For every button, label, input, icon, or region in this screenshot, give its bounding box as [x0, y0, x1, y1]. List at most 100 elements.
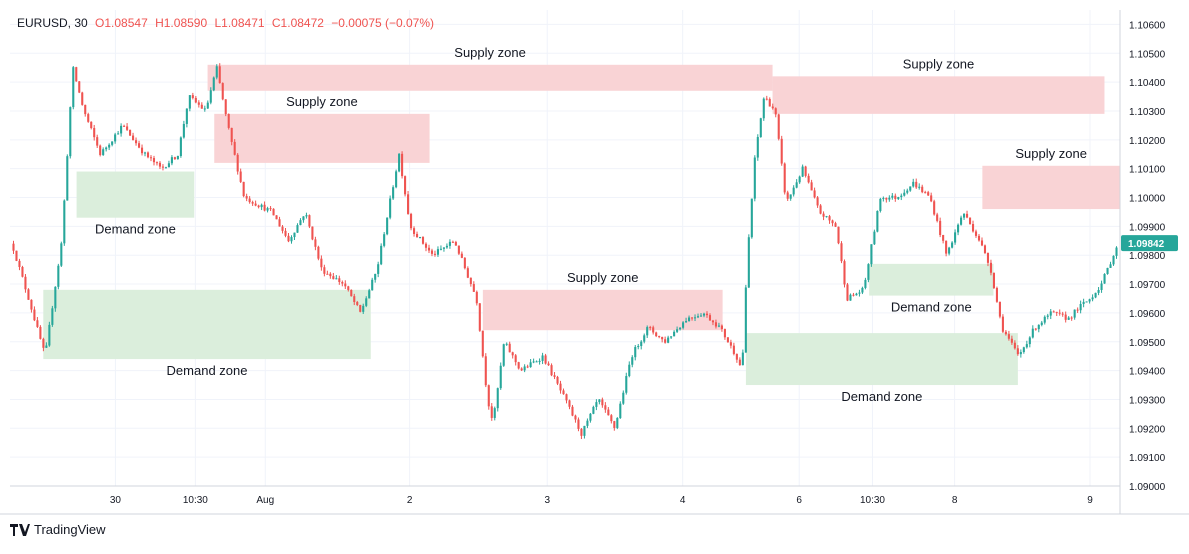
candle-body [299, 220, 302, 226]
supply-zone-rect [772, 76, 1105, 114]
y-tick-label: 1.09100 [1129, 453, 1166, 464]
candle-body [705, 313, 709, 316]
y-tick-label: 1.10600 [1129, 20, 1166, 31]
candle-body [939, 220, 942, 235]
candle-body [323, 267, 326, 274]
candle-body [12, 243, 15, 251]
candle-body [670, 336, 673, 338]
zone-label-layer: Supply zone Supply zone Supply zone Supply … [95, 45, 1087, 404]
candle-body [855, 293, 858, 296]
x-tick-label: 6 [796, 495, 802, 506]
x-tick-label: 3 [544, 495, 550, 506]
y-tick-label: 1.10200 [1129, 136, 1166, 147]
candle-body [735, 353, 738, 360]
candle-body [954, 232, 957, 243]
candle-body [430, 250, 434, 254]
candle-body [837, 226, 840, 244]
candle-body [676, 329, 679, 332]
candle-body [320, 258, 323, 268]
candle-body [852, 294, 855, 296]
candle-body [998, 301, 1001, 317]
candle-body [986, 253, 990, 263]
candle-body [882, 197, 885, 199]
candle-body [634, 347, 637, 358]
candle-body [27, 289, 30, 300]
candle-body [897, 197, 900, 199]
candle-body [532, 361, 535, 363]
candle-body [535, 361, 538, 363]
candle-body [439, 248, 442, 250]
candle-body [1070, 317, 1073, 319]
candle-body [451, 241, 454, 243]
candle-body [395, 171, 398, 188]
candle-body [1112, 255, 1115, 265]
y-tick-label: 1.10400 [1129, 78, 1166, 89]
candle-body [974, 231, 978, 236]
change-value: −0.00075 (−0.07%) [331, 16, 435, 30]
candle-body [529, 362, 532, 368]
candle-body [870, 244, 873, 265]
candle-body [350, 289, 353, 297]
candle-body [392, 187, 395, 199]
candle-body [983, 245, 987, 254]
candle-body [723, 329, 726, 338]
candle-body [433, 253, 437, 255]
candle-body [861, 287, 864, 293]
candle-body [873, 231, 876, 245]
candle-body [155, 162, 159, 164]
candle-body [272, 208, 275, 216]
candle-body [176, 156, 179, 160]
candle-body [646, 327, 649, 336]
y-tick-label: 1.10100 [1129, 165, 1166, 176]
candle-body [936, 214, 939, 221]
candle-body [389, 198, 392, 218]
candle-body [550, 365, 553, 376]
low-value: L1.08471 [214, 16, 265, 30]
symbol-label[interactable]: EURUSD, 30 [17, 16, 88, 30]
candle-body [756, 137, 759, 158]
candle-body [915, 181, 918, 188]
zone-layer [43, 64, 1120, 386]
candle-body [1085, 301, 1088, 303]
candle-body [60, 243, 63, 266]
candle-body [335, 278, 338, 280]
candle-body [777, 114, 780, 139]
candle-body [951, 242, 954, 248]
candle-body [965, 213, 969, 218]
candle-body [1103, 273, 1106, 284]
candle-body [960, 217, 963, 225]
candle-body [132, 135, 135, 141]
tradingview-logo[interactable]: TradingView [10, 522, 106, 537]
candle-body [768, 99, 771, 107]
candle-body [942, 234, 945, 241]
candle-layer [12, 63, 1118, 440]
candle-body [221, 83, 224, 100]
candle-body [658, 336, 661, 338]
y-tick-label: 1.09900 [1129, 222, 1166, 233]
candle-body [577, 419, 580, 429]
close-value: C1.08472 [271, 16, 324, 30]
candle-body [129, 129, 132, 136]
candle-body [995, 287, 998, 302]
candle-body [816, 197, 819, 206]
candle-body [696, 316, 700, 318]
candle-body [846, 284, 849, 301]
candle-body [843, 261, 846, 285]
candle-body [616, 418, 619, 428]
candle-body [314, 239, 317, 247]
supply-zone-rect [207, 64, 773, 91]
candle-body [275, 215, 278, 220]
candle-body [1022, 347, 1025, 353]
candle-body [66, 156, 69, 201]
candle-body [353, 296, 356, 303]
candle-body [51, 308, 54, 325]
candle-body [963, 213, 966, 218]
candle-body [15, 250, 18, 261]
candle-body [879, 198, 882, 211]
candle-body [99, 145, 102, 155]
candle-body [989, 262, 993, 273]
candle-body [21, 266, 24, 277]
candle-body [571, 406, 574, 416]
candle-body [18, 260, 21, 267]
